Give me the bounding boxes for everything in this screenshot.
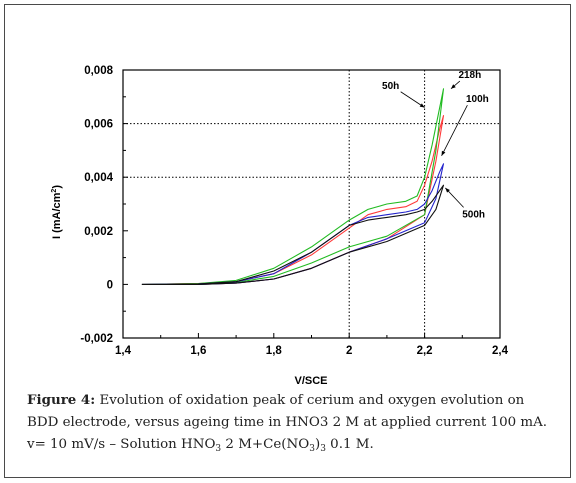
annotation-arrowhead-218h (450, 84, 456, 89)
caption-text: 2 M+Ce(NO (221, 437, 310, 452)
y-axis-label-main: I (mA/cm (51, 192, 63, 239)
caption-text: ) (314, 437, 321, 452)
axis-ticks: 1,4 1,6 1,8 2 2,2 2,4 -0,002 0 0,002 0,004 0,006 0,… (80, 65, 508, 357)
y-tick-label: 0,002 (84, 226, 113, 238)
annotation-arrow-50h (400, 91, 425, 108)
series-line-50h (141, 115, 445, 285)
caption-text: Evolution of oxidation peak of cerium an… (27, 393, 547, 452)
x-tick-label: 1,4 (115, 345, 132, 357)
figure-frame (4, 4, 571, 478)
y-axis-label-close: ) (51, 185, 63, 189)
plot-area-border (122, 69, 501, 339)
caption-text: 0.1 M. (325, 437, 374, 452)
annotation-label-500h: 500h (462, 209, 485, 220)
x-tick-label: 1,8 (266, 345, 283, 357)
x-tick-label: 1,6 (190, 345, 206, 357)
annotation-label-218h: 218h (458, 70, 481, 81)
caption-label: Figure 4: (27, 392, 96, 408)
x-tick-label: 2 (346, 345, 352, 357)
x-axis-label: V/SCE (294, 375, 327, 387)
chart: 1,4 1,6 1,8 2 2,2 2,4 -0,002 0 0,002 0,004 0,006 0,… (51, 65, 509, 387)
series-line-218h (141, 88, 445, 285)
y-axis-label-sup: 2 (51, 189, 58, 193)
annotation-labels: 218h 50h 100h 500h (382, 70, 489, 220)
y-tick-label: -0,002 (80, 333, 113, 345)
annotation-label-50h: 50h (382, 81, 399, 92)
data-series (141, 88, 445, 285)
annotation-arrows (400, 80, 468, 208)
figure-caption: Figure 4: Evolution of oxidation peak of… (27, 389, 557, 460)
caption-sub: 3 (320, 444, 326, 454)
annotation-arrow-100h (441, 104, 468, 156)
caption-sub: 3 (215, 444, 222, 454)
annotation-arrowhead-50h (419, 103, 425, 108)
annotation-arrowhead-100h (441, 150, 446, 156)
annotation-label-100h: 100h (466, 94, 489, 105)
caption-sub: 3 (309, 444, 315, 454)
grid-lines (123, 70, 500, 338)
x-tick-label: 2,2 (417, 345, 433, 357)
series-line-500h (141, 184, 445, 285)
y-tick-label: 0,004 (84, 172, 113, 184)
y-tick-label: 0 (107, 279, 113, 291)
y-tick-label: 0,006 (84, 119, 113, 131)
series-line-100h (141, 163, 445, 285)
y-tick-label: 0,008 (84, 65, 113, 77)
annotation-arrowhead-500h (445, 187, 450, 193)
y-axis-label: I (mA/cm2) (51, 185, 63, 239)
x-tick-label: 2,4 (492, 345, 509, 357)
